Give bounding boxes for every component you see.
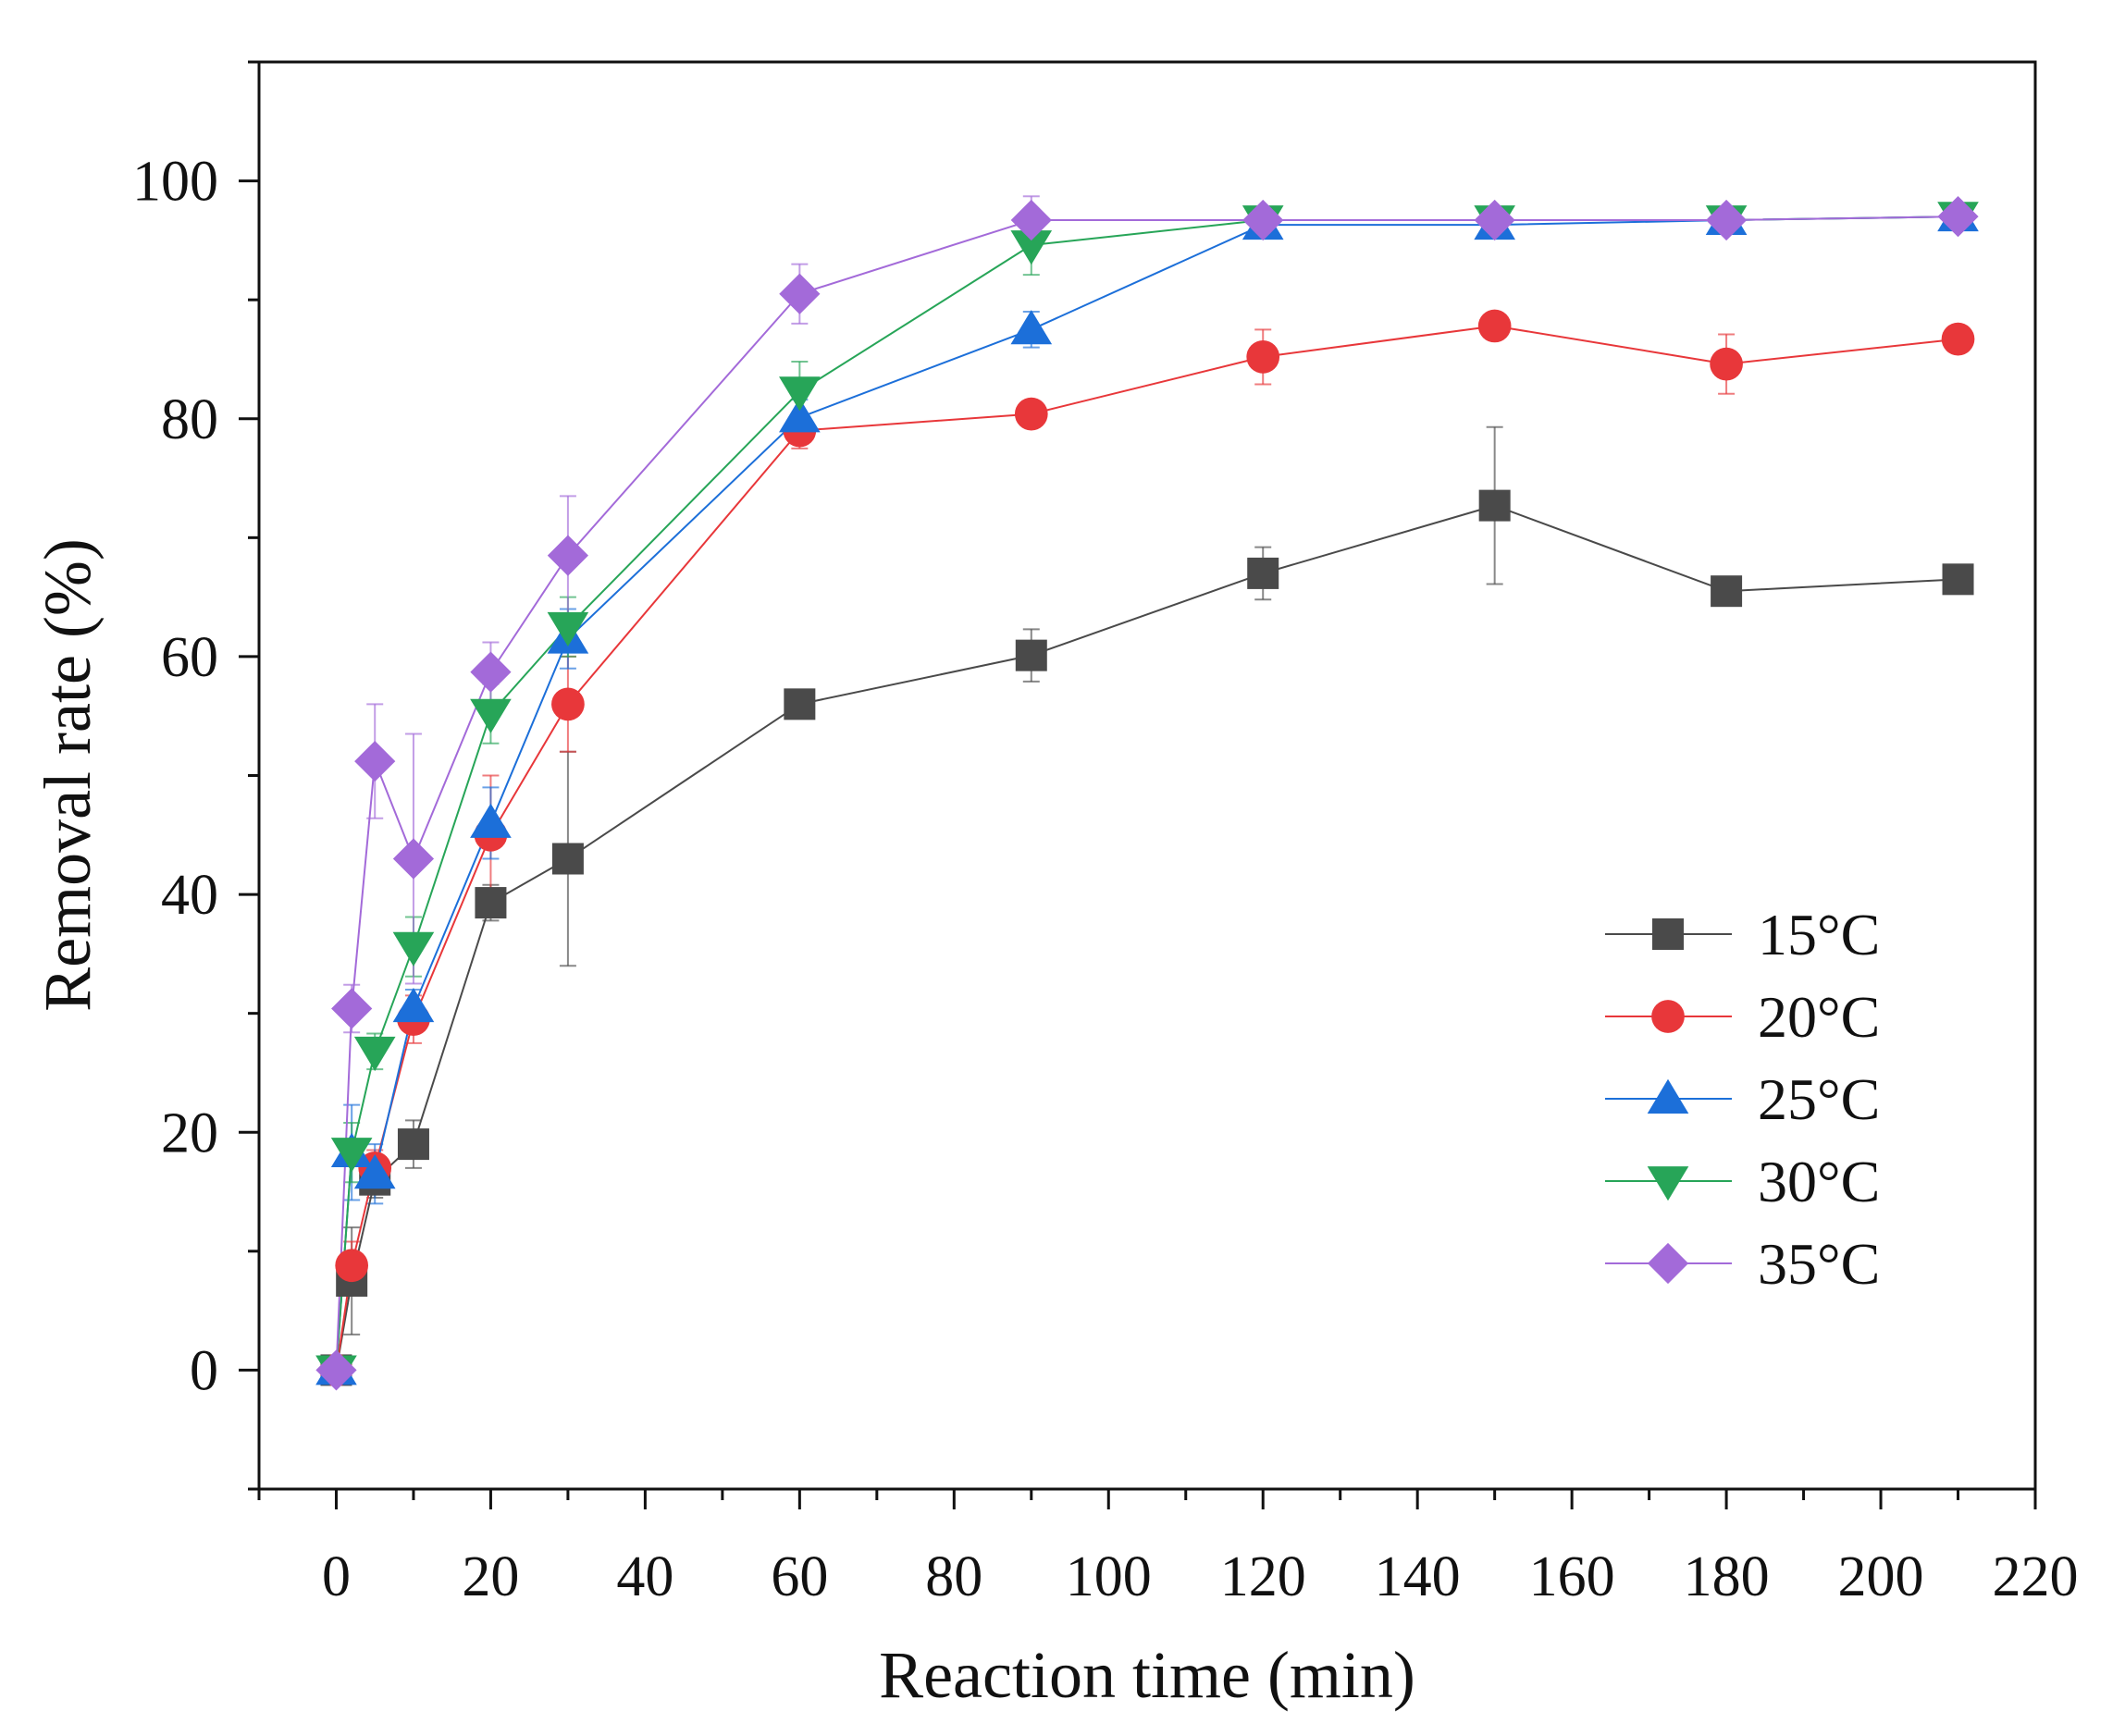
legend-label: 20°C bbox=[1758, 984, 1880, 1050]
data-point bbox=[551, 843, 584, 875]
data-point bbox=[1478, 489, 1511, 522]
data-point bbox=[1942, 563, 1974, 596]
y-tick-label: 40 bbox=[161, 864, 218, 927]
legend-label: 35°C bbox=[1758, 1231, 1880, 1297]
y-tick-label: 100 bbox=[132, 151, 218, 214]
data-point bbox=[353, 1036, 396, 1072]
x-tick-label: 120 bbox=[1220, 1545, 1306, 1608]
data-point bbox=[470, 803, 512, 838]
data-point bbox=[1010, 199, 1052, 241]
x-tick-label: 80 bbox=[925, 1545, 982, 1608]
data-point bbox=[1246, 340, 1280, 374]
legend-label: 30°C bbox=[1758, 1149, 1880, 1214]
data-point bbox=[1474, 199, 1515, 241]
data-point bbox=[392, 931, 435, 966]
data-point bbox=[330, 1138, 373, 1173]
data-point bbox=[353, 1154, 396, 1189]
legend-label: 15°C bbox=[1758, 902, 1880, 967]
y-tick-label: 20 bbox=[161, 1102, 218, 1164]
data-point bbox=[1937, 196, 1979, 238]
data-point bbox=[1710, 347, 1743, 381]
series-line bbox=[335, 215, 1958, 1371]
data-point bbox=[779, 376, 821, 412]
data-point bbox=[1010, 230, 1053, 265]
data-point bbox=[779, 398, 821, 433]
legend-label: 25°C bbox=[1758, 1066, 1880, 1132]
series-line bbox=[335, 504, 1958, 1371]
data-point bbox=[1477, 309, 1512, 343]
legend: 15°C 20°C 25°C 30°C 35°C bbox=[1605, 902, 1880, 1297]
x-tick-label: 220 bbox=[1993, 1545, 2079, 1608]
data-point bbox=[1941, 322, 1975, 356]
y-axis-title: Removal rate (%) bbox=[31, 538, 105, 1012]
data-point bbox=[1014, 397, 1048, 431]
y-tick-label: 80 bbox=[161, 388, 218, 451]
y-tick-label: 60 bbox=[161, 626, 218, 689]
data-point bbox=[470, 651, 512, 693]
legend-marker bbox=[1647, 1166, 1689, 1201]
x-axis-title: Reaction time (min) bbox=[879, 1638, 1415, 1712]
data-point bbox=[1015, 639, 1047, 671]
series-line bbox=[335, 215, 1958, 1371]
x-tick-label: 20 bbox=[462, 1545, 519, 1608]
series-lines bbox=[335, 215, 1958, 1371]
data-point bbox=[1247, 557, 1279, 589]
data-point bbox=[547, 611, 589, 647]
data-point bbox=[354, 740, 396, 782]
series-markers bbox=[315, 196, 1979, 1391]
legend-marker bbox=[1651, 1000, 1685, 1033]
x-tick-label: 60 bbox=[771, 1545, 828, 1608]
axis-ticks bbox=[239, 60, 2037, 1509]
data-point bbox=[779, 273, 821, 314]
x-tick-label: 200 bbox=[1838, 1545, 1924, 1608]
data-point bbox=[1242, 199, 1284, 241]
legend-marker bbox=[1647, 1242, 1689, 1285]
series-line bbox=[335, 215, 1958, 1371]
legend-marker bbox=[1647, 1078, 1689, 1114]
data-point bbox=[551, 687, 585, 721]
data-point bbox=[331, 988, 373, 1029]
data-point bbox=[475, 887, 507, 919]
data-point bbox=[397, 1128, 429, 1161]
x-tick-label: 0 bbox=[322, 1545, 351, 1608]
x-tick-label: 140 bbox=[1375, 1545, 1461, 1608]
data-point bbox=[1705, 199, 1748, 241]
x-tick-label: 160 bbox=[1529, 1545, 1615, 1608]
data-point bbox=[392, 838, 435, 880]
data-point bbox=[315, 1349, 357, 1391]
data-point bbox=[335, 1249, 369, 1283]
data-point bbox=[1010, 310, 1053, 345]
tick-labels: 0 20 40 60 80 100 120 140 160 180 200 220 0 20 40 60 80 1… bbox=[132, 151, 2079, 1608]
x-tick-label: 180 bbox=[1684, 1545, 1770, 1608]
data-point bbox=[392, 987, 435, 1023]
y-tick-label: 0 bbox=[190, 1339, 218, 1402]
legend-marker bbox=[1652, 918, 1684, 950]
data-point bbox=[1711, 575, 1743, 608]
data-point bbox=[547, 535, 589, 576]
data-point bbox=[784, 688, 816, 720]
x-tick-label: 40 bbox=[616, 1545, 673, 1608]
x-tick-label: 100 bbox=[1066, 1545, 1152, 1608]
data-point bbox=[470, 698, 512, 733]
